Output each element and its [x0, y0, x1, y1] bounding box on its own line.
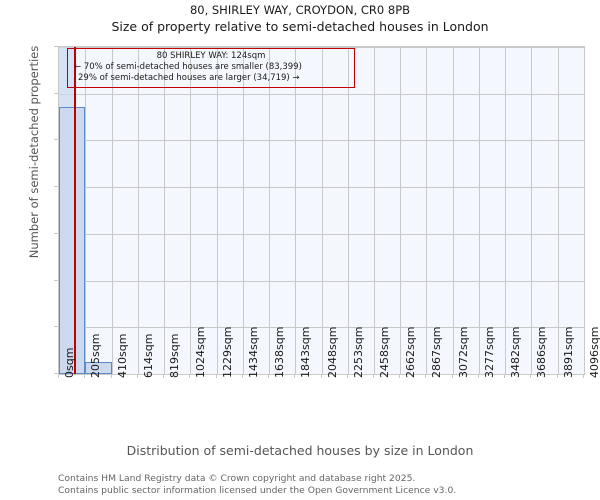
- footer-line-2: Contains public sector information licen…: [58, 484, 457, 496]
- gridline-vertical: [163, 47, 165, 374]
- gridline-vertical: [268, 47, 270, 374]
- gridline-vertical: [452, 47, 454, 374]
- y-axis-tick-mark: [54, 373, 58, 374]
- x-axis-tick-mark: [294, 374, 296, 378]
- x-axis-tick-label: 205sqm: [89, 333, 103, 378]
- annotation-callout: 80 SHIRLEY WAY: 124sqm ← 70% of semi-det…: [67, 48, 355, 88]
- gridline-vertical: [85, 47, 87, 374]
- gridline-vertical: [242, 47, 244, 374]
- gridline-vertical: [295, 47, 297, 374]
- x-axis-tick-label: 0sqm: [63, 347, 76, 378]
- x-axis-tick-mark: [215, 374, 217, 378]
- chart-title: 80, SHIRLEY WAY, CROYDON, CR0 8PB: [189, 3, 411, 17]
- x-axis-tick-mark: [425, 374, 427, 378]
- x-axis-tick-label: 3482sqm: [509, 326, 523, 378]
- x-axis-tick-label: 2253sqm: [351, 326, 365, 378]
- attribution-footer: Contains HM Land Registry data © Crown c…: [58, 473, 456, 496]
- x-axis-tick-mark: [162, 374, 164, 378]
- plot-area: [58, 46, 585, 375]
- x-axis-tick-mark: [530, 374, 532, 378]
- chart-subtitle: Size of property relative to semi-detach…: [111, 19, 489, 34]
- x-axis-title: Distribution of semi-detached houses by …: [126, 443, 474, 458]
- x-axis-tick-label: 3686sqm: [535, 326, 549, 378]
- gridline-vertical: [426, 47, 428, 374]
- gridline-vertical: [190, 47, 192, 374]
- x-axis-tick-mark: [373, 374, 375, 378]
- y-axis-tick-mark: [54, 46, 58, 47]
- x-axis-tick-mark: [320, 374, 322, 378]
- x-axis-tick-mark: [241, 374, 243, 378]
- x-axis-tick-mark: [346, 374, 348, 378]
- x-axis-tick-mark: [189, 374, 191, 378]
- gridline-vertical: [321, 47, 323, 374]
- x-axis-tick-label: 3072sqm: [456, 326, 470, 378]
- gridline-vertical: [505, 47, 507, 374]
- x-axis-tick-label: 1434sqm: [246, 326, 260, 378]
- x-axis-tick-label: 1843sqm: [299, 326, 313, 378]
- x-axis-tick-label: 2048sqm: [325, 326, 339, 378]
- x-axis-tick-mark: [58, 374, 59, 378]
- gridline-vertical: [531, 47, 533, 374]
- x-axis-tick-mark: [267, 374, 269, 378]
- annotation-line-2: ← 70% of semi-detached houses are smalle…: [74, 62, 302, 72]
- x-axis-tick-mark: [451, 374, 453, 378]
- footer-line-1: Contains HM Land Registry data © Crown c…: [58, 473, 416, 484]
- gridline-vertical: [216, 47, 218, 374]
- x-axis-tick-mark: [556, 374, 558, 378]
- x-axis-tick-label: 614sqm: [141, 333, 155, 378]
- x-axis-tick-label: 410sqm: [115, 333, 129, 378]
- x-axis-tick-label: 1638sqm: [272, 326, 286, 378]
- y-axis-tick-mark: [54, 186, 58, 188]
- x-axis-tick-mark: [504, 374, 506, 378]
- x-axis-tick-label: 2867sqm: [430, 326, 444, 378]
- y-axis-tick-mark: [54, 139, 58, 141]
- x-axis-tick-mark: [84, 374, 86, 378]
- annotation-line-3: 29% of semi-detached houses are larger (…: [78, 73, 300, 83]
- x-axis-tick-label: 2458sqm: [378, 326, 392, 378]
- gridline-vertical: [557, 47, 559, 374]
- histogram-bar: [85, 362, 112, 374]
- gridline-vertical: [400, 47, 402, 374]
- annotation-line-1: 80 SHIRLEY WAY: 124sqm: [156, 51, 266, 61]
- x-axis-tick-mark: [136, 374, 138, 378]
- gridline-vertical: [374, 47, 376, 374]
- x-axis-tick-mark: [583, 374, 584, 378]
- marker-line: [73, 47, 76, 374]
- x-axis-tick-mark: [110, 374, 112, 378]
- gridline-vertical: [479, 47, 481, 374]
- x-axis-tick-mark: [478, 374, 480, 378]
- gridline-vertical: [137, 47, 139, 374]
- x-axis-tick-mark: [399, 374, 401, 378]
- y-axis-tick-mark: [54, 279, 58, 281]
- gridline-vertical: [347, 47, 349, 374]
- x-axis-tick-label: 4096sqm: [588, 326, 600, 378]
- histogram-bar: [59, 107, 86, 374]
- x-axis-tick-label: 3891sqm: [561, 326, 575, 378]
- y-axis-title: Number of semi-detached properties: [27, 45, 41, 259]
- x-axis-tick-label: 3277sqm: [483, 326, 497, 378]
- x-axis-tick-label: 2662sqm: [404, 326, 418, 378]
- x-axis-tick-label: 1229sqm: [220, 326, 234, 378]
- gridline-vertical: [111, 47, 113, 374]
- y-axis-tick-mark: [54, 92, 58, 94]
- y-axis-tick-mark: [54, 326, 58, 328]
- x-axis-tick-label: 1024sqm: [194, 326, 208, 378]
- x-axis-tick-label: 819sqm: [167, 333, 181, 378]
- y-axis-tick-mark: [54, 232, 58, 234]
